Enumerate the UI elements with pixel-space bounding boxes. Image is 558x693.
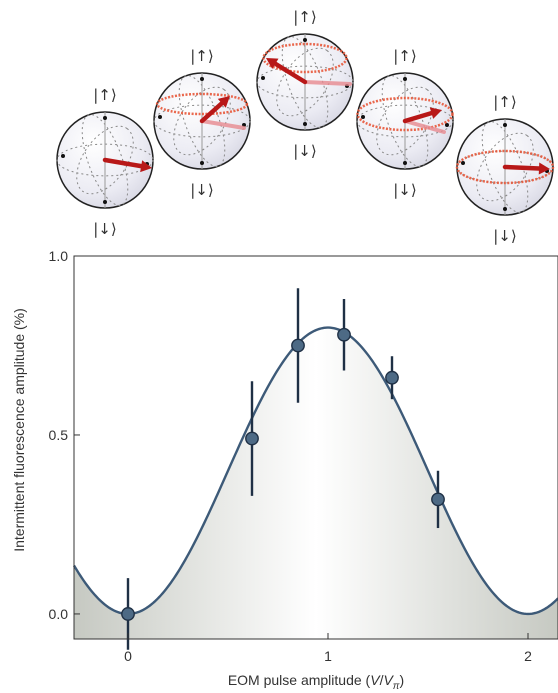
- sphere-equator-1: [153, 104, 251, 138]
- sphere-state-arrow-1: [199, 101, 225, 124]
- sphere-dot-1-0: [200, 77, 204, 81]
- y-tick-label-1: 0.5: [49, 427, 69, 443]
- bloch-sphere-2: |↑⟩ |↓⟩: [256, 8, 354, 160]
- x-tick-label-0: 0: [124, 648, 132, 664]
- sphere-bottom-ket-4: |↓⟩: [493, 227, 516, 245]
- sphere-dot-0-0: [103, 116, 107, 120]
- sphere-dot-2-0: [303, 38, 307, 42]
- sphere-dot-4-1: [503, 207, 507, 211]
- sphere-top-ket-0: |↑⟩: [93, 86, 116, 104]
- y-tick-label-2: 1.0: [49, 248, 69, 264]
- sphere-top-ket-3: |↑⟩: [393, 47, 416, 65]
- sphere-dot-2-1: [303, 122, 307, 126]
- sphere-arrow-head-3: [429, 107, 442, 119]
- bloch-sphere-row: |↑⟩ |↓⟩ |↑⟩ |↓⟩ |↑⟩ |↓⟩ |↑⟩ |↓⟩ |↑⟩ |↓⟩: [56, 8, 555, 245]
- bloch-sphere-0: |↑⟩ |↓⟩: [56, 86, 154, 238]
- sphere-equator-3: [356, 104, 454, 138]
- sphere-dot-4-2: [461, 161, 465, 165]
- x-axis-title: EOM pulse amplitude (V/Vπ): [228, 672, 404, 692]
- sphere-meridian-a-4: [481, 121, 529, 213]
- sphere-dot-1-1: [200, 161, 204, 165]
- y-axis-title: Intermittent fluorescence amplitude (%): [11, 308, 27, 552]
- sphere-arrow-head-4: [538, 162, 550, 175]
- sphere-state-arrow-4: [502, 164, 542, 171]
- bloch-sphere-3: |↑⟩ |↓⟩: [356, 47, 454, 199]
- sphere-dot-2-2: [261, 76, 265, 80]
- sphere-dot-3-1: [403, 161, 407, 165]
- sphere-dot-4-0: [503, 123, 507, 127]
- sphere-ring-3: [356, 96, 454, 132]
- sphere-dot-3-3: [445, 123, 449, 127]
- sphere-bottom-ket-0: |↓⟩: [93, 220, 116, 238]
- sphere-meridian-b-3: [376, 86, 434, 156]
- bloch-sphere-4: |↑⟩ |↓⟩: [455, 93, 555, 245]
- sphere-meridian-b-0: [76, 125, 134, 195]
- sphere-state-arrow-2: [273, 61, 308, 85]
- sphere-arrow-head-0: [140, 160, 152, 173]
- sphere-top-ket-2: |↑⟩: [293, 8, 316, 26]
- sphere-dot-1-2: [158, 115, 162, 119]
- sphere-bottom-ket-1: |↓⟩: [190, 181, 213, 199]
- x-tick-label-2: 2: [524, 648, 532, 664]
- data-point-0: [121, 607, 135, 621]
- sphere-top-ket-1: |↑⟩: [190, 47, 213, 65]
- sphere-ghost-arrow-2: [303, 80, 352, 86]
- fit-curve: [72, 326, 558, 616]
- y-axis-ticks: 0.0 0.5 1.0: [49, 248, 80, 622]
- x-axis-ticks: 0 1 2: [124, 633, 532, 664]
- sphere-ring-1: [155, 92, 249, 116]
- sphere-dot-0-1: [103, 200, 107, 204]
- sphere-meridian-a-2: [281, 36, 329, 128]
- sphere-meridian-b-4: [476, 132, 534, 202]
- data-point-5: [431, 492, 445, 507]
- chart: 0 1 2 0.0 0.5 1.0 EOM pulse amplitude (V/Vπ)…: [11, 248, 558, 692]
- bloch-sphere-1: |↑⟩ |↓⟩: [153, 47, 251, 199]
- sphere-meridian-b-1: [173, 86, 231, 156]
- sphere-dot-3-0: [403, 77, 407, 81]
- data-point-2: [291, 338, 305, 353]
- data-point-4: [385, 370, 399, 385]
- sphere-top-ket-4: |↑⟩: [493, 93, 516, 111]
- sphere-equator-2: [256, 65, 354, 99]
- sphere-meridian-a-0: [81, 114, 129, 206]
- sphere-ring-4: [455, 149, 555, 185]
- sphere-meridian-b-2: [276, 47, 334, 117]
- sphere-ghost-arrow-3: [403, 119, 446, 134]
- data-point-3: [337, 327, 351, 342]
- sphere-arrow-head-1: [217, 96, 230, 108]
- sphere-equator-0: [56, 143, 154, 177]
- y-tick-label-0: 0.0: [49, 606, 69, 622]
- x-tick-label-1: 1: [324, 648, 332, 664]
- plot-frame: [73, 255, 558, 640]
- sphere-bottom-ket-2: |↓⟩: [293, 142, 316, 160]
- sphere-dot-3-2: [361, 115, 365, 119]
- sphere-bottom-ket-3: |↓⟩: [393, 181, 416, 199]
- sphere-state-arrow-0: [102, 157, 144, 169]
- sphere-ghost-arrow-1: [200, 119, 246, 130]
- sphere-dot-0-2: [61, 154, 65, 158]
- data-point-1: [245, 431, 259, 446]
- sphere-arrow-head-2: [266, 58, 279, 69]
- sphere-state-arrow-3: [402, 110, 434, 124]
- sphere-meridian-a-1: [178, 75, 226, 167]
- data-points: [121, 327, 445, 621]
- sphere-ring-2: [262, 42, 348, 74]
- fit-area-fill: [74, 327, 558, 639]
